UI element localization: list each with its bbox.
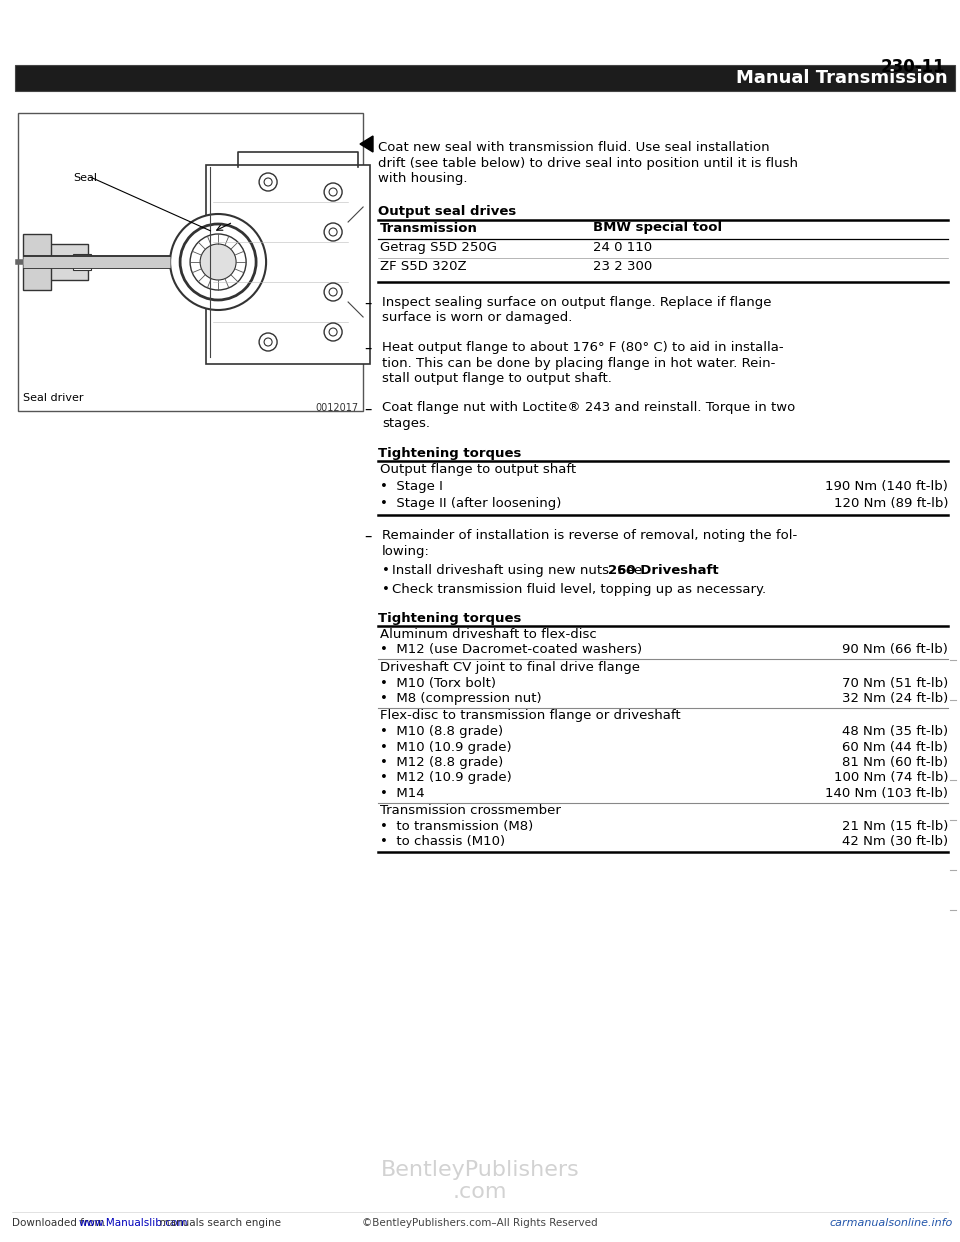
Text: Seal: Seal [73, 173, 97, 183]
Text: •  M10 (10.9 grade): • M10 (10.9 grade) [380, 740, 512, 754]
Text: •  M12 (10.9 grade): • M12 (10.9 grade) [380, 771, 512, 785]
Text: Output flange to output shaft: Output flange to output shaft [380, 462, 576, 476]
Text: •  M12 (use Dacromet-coated washers): • M12 (use Dacromet-coated washers) [380, 643, 642, 657]
Circle shape [264, 338, 272, 347]
Circle shape [324, 224, 342, 241]
Text: 230-11: 230-11 [880, 58, 945, 76]
Text: carmanualsonline.info: carmanualsonline.info [829, 1218, 953, 1228]
Text: ZF S5D 320Z: ZF S5D 320Z [380, 261, 467, 273]
Text: stages.: stages. [382, 417, 430, 430]
Text: 48 Nm (35 ft-lb): 48 Nm (35 ft-lb) [842, 725, 948, 738]
Text: ©BentleyPublishers.com–All Rights Reserved: ©BentleyPublishers.com–All Rights Reserv… [362, 1218, 598, 1228]
Text: Seal driver: Seal driver [23, 392, 84, 402]
Text: BentleyPublishers: BentleyPublishers [380, 1160, 580, 1180]
Text: •: • [382, 582, 390, 595]
Circle shape [329, 328, 337, 337]
Text: 140 Nm (103 ft-lb): 140 Nm (103 ft-lb) [825, 787, 948, 800]
Text: 120 Nm (89 ft-lb): 120 Nm (89 ft-lb) [833, 498, 948, 510]
Circle shape [324, 183, 342, 201]
Circle shape [264, 178, 272, 186]
Text: stall output flange to output shaft.: stall output flange to output shaft. [382, 373, 612, 385]
Bar [18, 113, 363, 411]
Text: 32 Nm (24 ft-lb): 32 Nm (24 ft-lb) [842, 692, 948, 705]
Circle shape [329, 288, 337, 296]
Text: Tightening torques: Tightening torques [378, 447, 521, 460]
Text: .com: .com [453, 1182, 507, 1202]
Text: 42 Nm (30 ft-lb): 42 Nm (30 ft-lb) [842, 836, 948, 848]
Text: 190 Nm (140 ft-lb): 190 Nm (140 ft-lb) [826, 479, 948, 493]
Text: with housing.: with housing. [378, 171, 468, 185]
Circle shape [200, 243, 236, 279]
Text: BMW special tool: BMW special tool [593, 221, 722, 235]
Text: 100 Nm (74 ft-lb): 100 Nm (74 ft-lb) [833, 771, 948, 785]
FancyBboxPatch shape [206, 165, 371, 364]
Text: –: – [364, 296, 372, 310]
Text: •  M14: • M14 [380, 787, 424, 800]
Bar [23, 233, 51, 289]
Text: surface is worn or damaged.: surface is worn or damaged. [382, 312, 572, 324]
Text: –: – [364, 342, 372, 356]
Text: Output seal drives: Output seal drives [378, 205, 516, 219]
Text: Coat flange nut with Loctite® 243 and reinstall. Torque in two: Coat flange nut with Loctite® 243 and re… [382, 401, 795, 415]
Text: •  Stage II (after loosening): • Stage II (after loosening) [380, 498, 562, 510]
Text: •: • [382, 564, 390, 578]
Polygon shape [360, 137, 373, 152]
Text: 81 Nm (60 ft-lb): 81 Nm (60 ft-lb) [842, 756, 948, 769]
Text: 60 Nm (44 ft-lb): 60 Nm (44 ft-lb) [842, 740, 948, 754]
Text: 70 Nm (51 ft-lb): 70 Nm (51 ft-lb) [842, 677, 948, 689]
Text: •  M10 (8.8 grade): • M10 (8.8 grade) [380, 725, 503, 738]
Text: Driveshaft CV joint to final drive flange: Driveshaft CV joint to final drive flang… [380, 661, 640, 674]
Text: •  M8 (compression nut): • M8 (compression nut) [380, 692, 541, 705]
Bar [15, 65, 955, 91]
Text: –: – [364, 401, 372, 416]
Text: Remainder of installation is reverse of removal, noting the fol-: Remainder of installation is reverse of … [382, 529, 797, 542]
Text: Downloaded from: Downloaded from [12, 1218, 108, 1228]
Circle shape [329, 188, 337, 196]
Circle shape [324, 283, 342, 301]
Text: 0012017: 0012017 [315, 402, 358, 414]
Text: 21 Nm (15 ft-lb): 21 Nm (15 ft-lb) [842, 820, 948, 833]
Text: drift (see table below) to drive seal into position until it is flush: drift (see table below) to drive seal in… [378, 156, 798, 169]
Bar [73, 255, 91, 270]
Text: 23 2 300: 23 2 300 [593, 261, 652, 273]
Circle shape [259, 173, 277, 191]
Text: manuals search engine: manuals search engine [153, 1218, 281, 1228]
Text: Tightening torques: Tightening torques [378, 612, 521, 625]
Text: Manual Transmission: Manual Transmission [736, 70, 948, 87]
Text: •  M10 (Torx bolt): • M10 (Torx bolt) [380, 677, 496, 689]
Circle shape [190, 233, 246, 289]
Text: tion. This can be done by placing flange in hot water. Rein-: tion. This can be done by placing flange… [382, 356, 776, 370]
Circle shape [170, 214, 266, 310]
Text: •  Stage I: • Stage I [380, 479, 443, 493]
Text: Heat output flange to about 176° F (80° C) to aid in installa-: Heat output flange to about 176° F (80° … [382, 342, 783, 354]
Text: •  to chassis (M10): • to chassis (M10) [380, 836, 505, 848]
Text: •  M12 (8.8 grade): • M12 (8.8 grade) [380, 756, 503, 769]
Text: Check transmission fluid level, topping up as necessary.: Check transmission fluid level, topping … [392, 582, 766, 595]
Text: Inspect sealing surface on output flange. Replace if flange: Inspect sealing surface on output flange… [382, 296, 772, 309]
Text: Coat new seal with transmission fluid. Use seal installation: Coat new seal with transmission fluid. U… [378, 142, 770, 154]
Text: Flex-disc to transmission flange or driveshaft: Flex-disc to transmission flange or driv… [380, 709, 681, 723]
Text: Getrag S5D 250G: Getrag S5D 250G [380, 241, 497, 255]
Text: 24 0 110: 24 0 110 [593, 241, 652, 255]
Circle shape [324, 323, 342, 342]
Text: 90 Nm (66 ft-lb): 90 Nm (66 ft-lb) [842, 643, 948, 657]
Text: Transmission crossmember: Transmission crossmember [380, 805, 561, 817]
Text: 260 Driveshaft: 260 Driveshaft [609, 564, 719, 578]
Text: Aluminum driveshaft to flex-disc: Aluminum driveshaft to flex-disc [380, 628, 597, 641]
Circle shape [329, 229, 337, 236]
Text: Install driveshaft using new nuts. See: Install driveshaft using new nuts. See [392, 564, 646, 578]
Text: –: – [364, 529, 372, 544]
Text: www.Manualslib.com: www.Manualslib.com [79, 1218, 188, 1228]
Text: Transmission: Transmission [380, 221, 478, 235]
Circle shape [259, 333, 277, 351]
Text: •  to transmission (M8): • to transmission (M8) [380, 820, 533, 833]
Text: lowing:: lowing: [382, 544, 430, 558]
Text: .: . [692, 564, 697, 578]
Bar [33, 243, 88, 279]
